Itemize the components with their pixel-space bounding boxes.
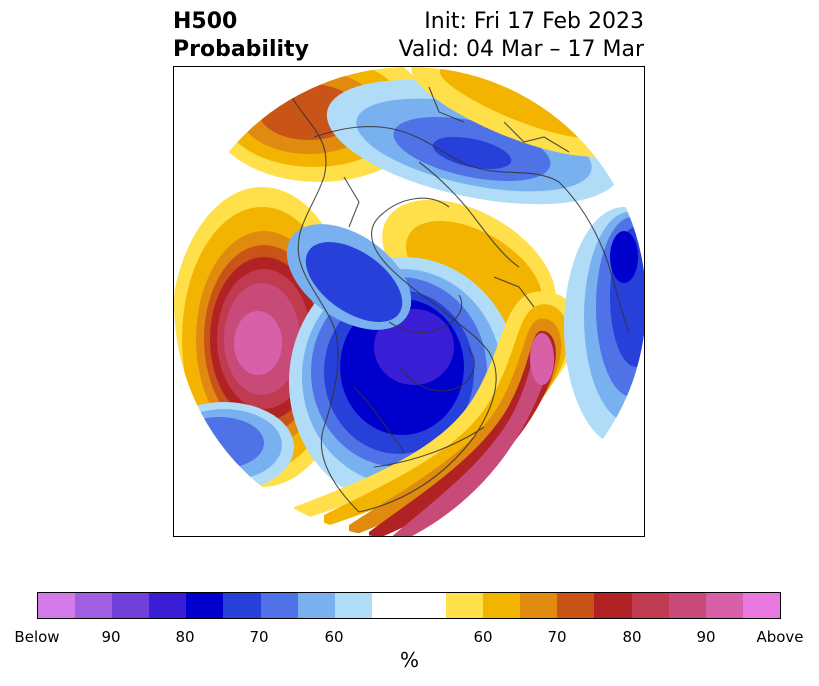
colorbar-segment — [594, 593, 632, 618]
colorbar-segment — [112, 593, 150, 618]
colorbar-segment — [483, 593, 521, 618]
colorbar-segment — [520, 593, 558, 618]
colorbar-segment — [75, 593, 113, 618]
colorbar-segment — [371, 593, 447, 618]
tick-label-above: Above — [756, 628, 804, 646]
title-init-date: Init: Fri 17 Feb 2023 — [424, 9, 644, 34]
east-positive-arc — [411, 67, 617, 157]
tick-label-above-70: 70 — [547, 628, 567, 646]
tick-label-above-90: 90 — [696, 628, 716, 646]
colorbar-segment — [260, 593, 298, 618]
east-asia-trough — [564, 207, 644, 447]
colorbar-tick-labels: Below 90 80 70 60 60 70 80 90 Above — [0, 628, 819, 648]
colorbar-segment — [705, 593, 743, 618]
colorbar-unit-label: % — [399, 648, 419, 672]
tick-label-above-60: 60 — [473, 628, 493, 646]
atlantic-ridge — [294, 291, 579, 536]
title-right: Init: Fri 17 Feb 2023 Valid: 04 Mar – 17… — [399, 8, 644, 64]
colorbar-segment — [446, 593, 484, 618]
tick-label-below-80: 80 — [175, 628, 195, 646]
colorbar-segment — [668, 593, 706, 618]
colorbar — [37, 592, 781, 619]
colorbar-segment — [334, 593, 372, 618]
title-left: H500 Probability — [173, 8, 309, 64]
tick-label-below-70: 70 — [249, 628, 269, 646]
anomaly-field — [174, 67, 644, 536]
colorbar-segment — [557, 593, 595, 618]
title-valid-range: Valid: 04 Mar – 17 Mar — [398, 37, 644, 62]
map-canvas — [174, 67, 644, 536]
tick-label-above-80: 80 — [622, 628, 642, 646]
colorbar-segment — [149, 593, 187, 618]
title-product: Probability — [173, 37, 309, 62]
colorbar-segment — [742, 593, 780, 618]
polar-trough-arm — [286, 224, 412, 330]
colorbar-segment — [297, 593, 335, 618]
probability-map — [173, 66, 645, 537]
tick-label-below: Below — [14, 628, 60, 646]
colorbar-segment — [631, 593, 669, 618]
coastlines — [288, 86, 630, 513]
colorbar-segment — [38, 593, 76, 618]
colorbar-segment — [186, 593, 224, 618]
colorbar-segment — [223, 593, 261, 618]
tick-label-below-90: 90 — [101, 628, 121, 646]
title-variable: H500 — [173, 9, 238, 34]
tick-label-below-60: 60 — [324, 628, 344, 646]
